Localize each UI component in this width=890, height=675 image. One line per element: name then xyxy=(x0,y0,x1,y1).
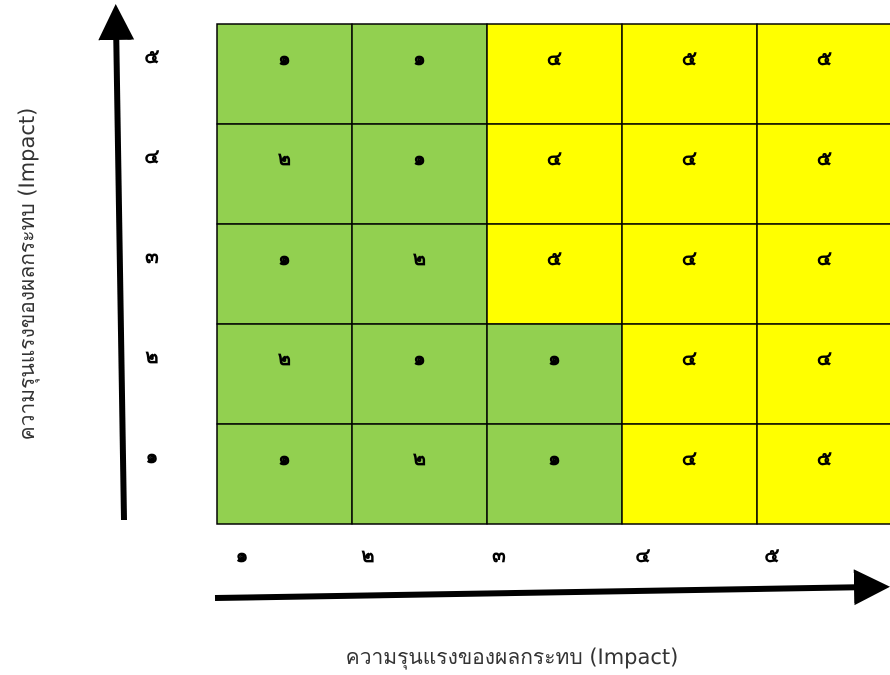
matrix-cell xyxy=(486,123,623,225)
matrix-cell xyxy=(216,23,353,125)
matrix-cell xyxy=(621,123,758,225)
cell-value-label: ๑ xyxy=(278,246,291,270)
matrix-cell xyxy=(351,123,488,225)
x-tick-label: ๕ xyxy=(764,543,779,567)
cell-value-label: ๑ xyxy=(548,346,561,370)
matrix-cell xyxy=(486,23,623,125)
cell-value-label: ๔ xyxy=(817,346,832,370)
y-tick-label: ๒ xyxy=(145,344,158,368)
matrix-cell xyxy=(216,223,353,325)
y-axis-label: ความรุนแรงของผลกระทบ (Impact) xyxy=(15,108,40,441)
x-tick-label: ๓ xyxy=(492,543,506,567)
y-tick-label: ๔ xyxy=(144,144,159,168)
matrix-cell xyxy=(756,123,890,225)
matrix-cell xyxy=(621,323,758,425)
cell-value-label: ๒ xyxy=(413,446,426,470)
matrix-cell xyxy=(756,23,890,125)
cell-value-label: ๔ xyxy=(817,246,832,270)
matrix-cell xyxy=(756,323,890,425)
cell-value-label: ๑ xyxy=(413,146,426,170)
x-tick-label: ๑ xyxy=(236,543,249,567)
y-tick-label: ๕ xyxy=(144,44,159,68)
matrix-cell xyxy=(486,223,623,325)
cell-value-label: ๑ xyxy=(278,46,291,70)
y-tick-label: ๑ xyxy=(146,444,159,468)
cell-value-label: ๒ xyxy=(413,246,426,270)
cell-value-label: ๔ xyxy=(682,446,697,470)
cell-value-label: ๑ xyxy=(278,446,291,470)
matrix-cell xyxy=(351,223,488,325)
matrix-cell xyxy=(216,423,353,525)
matrix-cell xyxy=(216,323,353,425)
cell-value-label: ๔ xyxy=(682,346,697,370)
cell-value-label: ๕ xyxy=(817,46,832,70)
x-tick-label: ๒ xyxy=(361,543,374,567)
cell-value-label: ๕ xyxy=(817,146,832,170)
matrix-cell xyxy=(621,423,758,525)
x-axis-ticks: ๑ ๒ ๓ ๔ ๕ xyxy=(236,543,780,567)
matrix-cell xyxy=(351,323,488,425)
x-axis-label: ความรุนแรงของผลกระทบ (Impact) xyxy=(346,645,679,670)
matrix-cell xyxy=(621,23,758,125)
cell-value-label: ๒ xyxy=(278,346,291,370)
cell-value-label: ๒ xyxy=(278,146,291,170)
matrix-cell xyxy=(486,323,623,425)
cell-value-label: ๔ xyxy=(682,146,697,170)
y-tick-label: ๓ xyxy=(145,244,159,268)
cell-value-label: ๔ xyxy=(547,146,562,170)
matrix-cell xyxy=(216,123,353,225)
cell-value-label: ๑ xyxy=(413,346,426,370)
matrix-cells: ๑๑๔๕๕๒๑๔๔๕๑๒๕๔๔๒๑๑๔๔๑๒๑๔๕ xyxy=(216,23,890,525)
y-axis-arrow xyxy=(98,4,135,521)
matrix-cell xyxy=(351,423,488,525)
cell-value-label: ๕ xyxy=(682,46,697,70)
cell-value-label: ๑ xyxy=(548,446,561,470)
matrix-cell xyxy=(621,223,758,325)
cell-value-label: ๑ xyxy=(413,46,426,70)
matrix-cell xyxy=(756,423,890,525)
x-axis-arrow xyxy=(214,569,890,606)
matrix-cell xyxy=(756,223,890,325)
cell-value-label: ๔ xyxy=(547,46,562,70)
matrix-cell xyxy=(351,23,488,125)
cell-value-label: ๕ xyxy=(547,246,562,270)
cell-value-label: ๔ xyxy=(682,246,697,270)
matrix-cell xyxy=(486,423,623,525)
cell-value-label: ๕ xyxy=(817,446,832,470)
x-tick-label: ๔ xyxy=(635,543,650,567)
